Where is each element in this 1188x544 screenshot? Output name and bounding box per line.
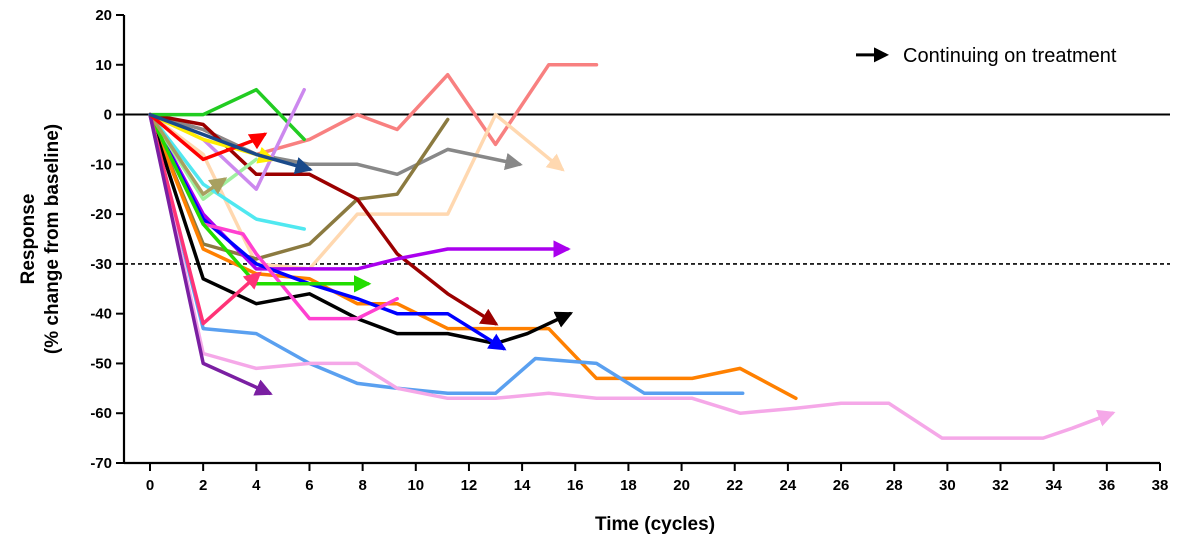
x-tick-label: 38 [1152,477,1169,494]
y-tick-label: -70 [90,455,112,472]
x-tick-label: 14 [514,477,531,494]
x-tick-label: 10 [407,477,424,494]
x-tick-label: 34 [1045,477,1062,494]
y-tick-label: 20 [95,7,112,24]
x-tick-label: 22 [726,477,743,494]
x-tick-label: 16 [567,477,584,494]
series-line-18 [148,112,228,196]
y-axis-title: Response (% change from baseline) [18,124,63,354]
x-tick-label: 12 [461,477,478,494]
y-tick-label: -60 [90,405,112,422]
y-tick-label: -30 [90,256,112,273]
series-layer [148,63,1116,440]
x-axis-title: Time (cycles) [595,514,715,535]
series-line-19 [148,112,262,326]
x-tick-label: 32 [992,477,1009,494]
x-tick-label: 36 [1098,477,1115,494]
x-tick-label: 6 [305,477,313,494]
x-tick-label: 2 [199,477,207,494]
series-line-16 [148,112,372,293]
series-line-14 [148,112,306,231]
x-tick-label: 0 [146,477,154,494]
x-tick-label: 4 [252,477,261,494]
series-line-4 [148,112,450,261]
series-line-20 [148,112,273,396]
series-line-11 [148,112,1116,440]
legend: Continuing on treatment [856,45,1117,67]
x-tick-label: 20 [673,477,690,494]
series-line-8 [148,112,574,346]
series-line-5 [148,112,499,326]
y-tick-label: -50 [90,355,112,372]
y-axis-title-line: (% change from baseline) [42,124,63,354]
x-tick-label: 30 [939,477,956,494]
y-tick-label: 10 [95,57,112,74]
series-line-23 [148,112,313,174]
y-tick-label: 0 [104,107,112,124]
series-line-3 [148,112,523,177]
y-tick-label: -10 [90,156,112,173]
x-tick-label: 26 [833,477,850,494]
series-line-10 [148,112,745,396]
y-axis-title-line: Response [18,194,39,285]
x-tick-label: 8 [358,477,366,494]
x-tick-label: 28 [886,477,903,494]
series-line-15 [148,87,306,142]
reference-lines [124,113,1170,265]
x-tick-label: 18 [620,477,637,494]
y-tick-label: -40 [90,306,112,323]
legend-label: Continuing on treatment [903,45,1117,67]
y-tick-label: -20 [90,206,112,223]
x-tick-label: 24 [780,477,797,494]
series-line-22 [148,112,268,162]
